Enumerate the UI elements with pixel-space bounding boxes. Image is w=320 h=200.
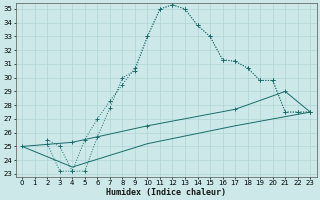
X-axis label: Humidex (Indice chaleur): Humidex (Indice chaleur) bbox=[106, 188, 226, 197]
